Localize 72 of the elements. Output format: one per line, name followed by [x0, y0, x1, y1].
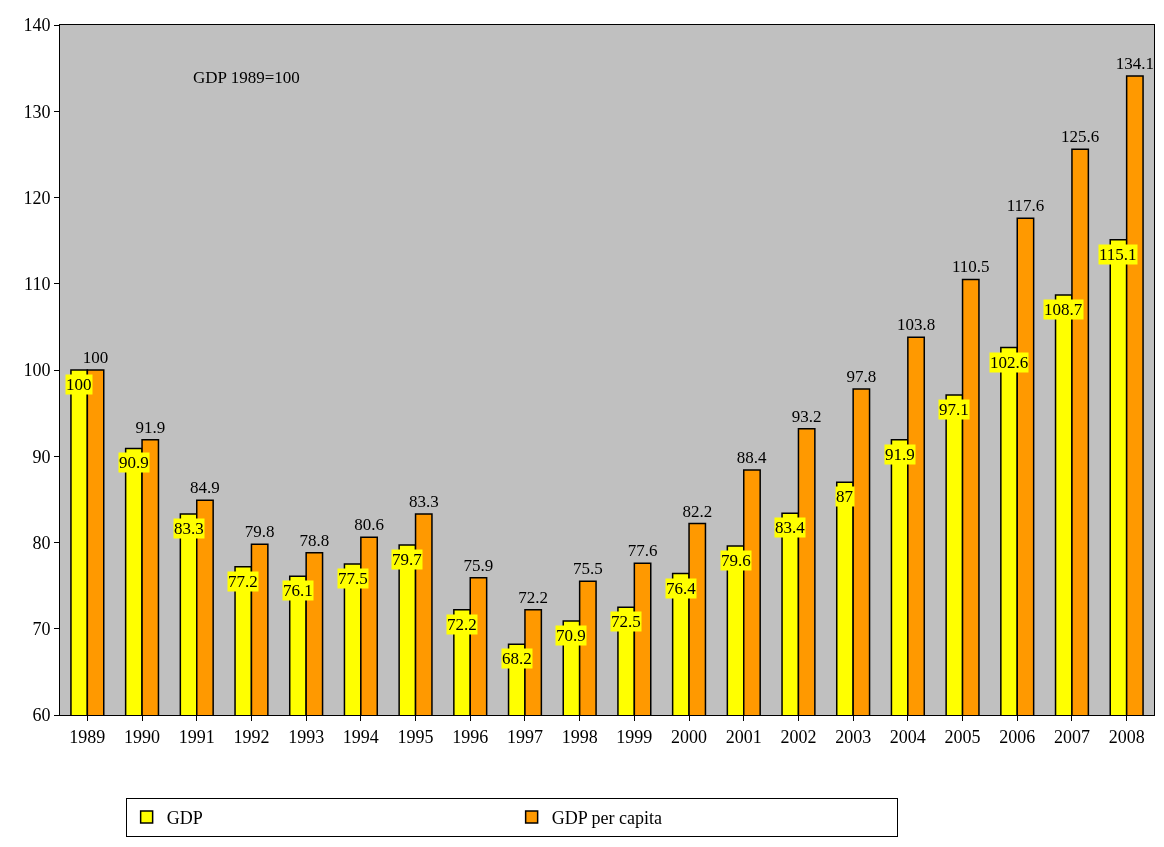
data-label: 134.1 — [1115, 53, 1154, 73]
data-label: 72.2 — [447, 615, 477, 634]
x-tick-label: 2007 — [1053, 726, 1090, 747]
data-label: 103.8 — [896, 315, 936, 335]
data-label: 91.9 — [135, 417, 166, 437]
data-label: 83.3 — [174, 519, 204, 538]
y-tick-label: 90 — [32, 446, 51, 467]
data-label: 79.7 — [392, 550, 423, 569]
data-label: 70.9 — [556, 626, 586, 645]
x-tick-label: 1996 — [452, 726, 489, 747]
data-label: 100 — [82, 348, 109, 367]
data-label: 117.6 — [1006, 196, 1045, 216]
x-tick-label: 2002 — [780, 726, 817, 747]
data-label: 108.7 — [1044, 300, 1083, 319]
data-label: 72.2 — [518, 587, 549, 607]
data-label: 77.6 — [627, 541, 658, 561]
legend-label: GDP — [166, 808, 203, 829]
data-label: 102.6 — [990, 353, 1029, 372]
x-tick-label: 2001 — [725, 726, 762, 747]
y-tick-label: 110 — [24, 274, 51, 295]
data-label: 88.4 — [736, 448, 768, 468]
data-label: 68.2 — [502, 649, 532, 668]
data-label: 80.6 — [354, 515, 384, 535]
data-label: 115.1 — [1099, 245, 1137, 264]
x-tick-label: 2000 — [671, 726, 708, 747]
x-tick-label: 1998 — [561, 726, 598, 747]
data-label: 100 — [66, 375, 92, 394]
data-label: 78.8 — [299, 530, 330, 550]
y-tick-label: 80 — [32, 532, 51, 553]
x-tick-label: 1992 — [233, 726, 270, 747]
data-label: 87 — [836, 487, 854, 506]
legend-label: GDP per capita — [551, 808, 662, 829]
data-label: 110.5 — [951, 257, 990, 277]
y-tick-label: 100 — [23, 360, 51, 381]
data-label: 82.2 — [682, 501, 713, 521]
data-label: 97.8 — [846, 366, 877, 386]
x-tick-label: 1999 — [616, 726, 653, 747]
data-label: 90.9 — [119, 453, 149, 472]
y-tick-label: 120 — [23, 187, 51, 208]
data-label: 76.4 — [666, 579, 697, 598]
x-tick-label: 1995 — [397, 726, 434, 747]
data-label: 77.2 — [228, 572, 258, 591]
data-label: 93.2 — [791, 406, 822, 426]
x-tick-label: 1991 — [178, 726, 215, 747]
y-tick-label: 140 — [23, 15, 51, 36]
data-label: 75.5 — [572, 559, 603, 579]
x-tick-label: 1997 — [506, 726, 543, 747]
x-tick-label: 2003 — [835, 726, 872, 747]
data-label: 125.6 — [1061, 127, 1100, 147]
data-label: 84.9 — [190, 478, 220, 498]
data-label: 79.6 — [721, 551, 751, 570]
data-label: 83.3 — [408, 492, 439, 512]
x-tick-label: 2008 — [1108, 726, 1145, 747]
data-label: 79.8 — [244, 522, 275, 542]
data-label: 83.4 — [775, 518, 806, 537]
x-tick-label: 2004 — [889, 726, 926, 747]
x-tick-label: 1989 — [69, 726, 106, 747]
data-label: 76.1 — [283, 581, 313, 600]
x-tick-label: 2005 — [944, 726, 981, 747]
x-tick-label: 1993 — [288, 726, 325, 747]
x-tick-label: 1994 — [342, 726, 379, 747]
data-label: 77.5 — [338, 569, 368, 588]
annotation: GDP 1989=100 — [193, 68, 300, 87]
y-tick-label: 130 — [23, 101, 51, 122]
x-tick-label: 2006 — [999, 726, 1036, 747]
data-label: 91.9 — [885, 445, 915, 464]
y-tick-label: 70 — [32, 619, 51, 640]
x-tick-label: 1990 — [124, 726, 161, 747]
data-label: 75.9 — [463, 555, 494, 575]
data-label: 97.1 — [939, 400, 969, 419]
data-label: 72.5 — [611, 612, 641, 631]
y-tick-label: 60 — [32, 705, 51, 726]
